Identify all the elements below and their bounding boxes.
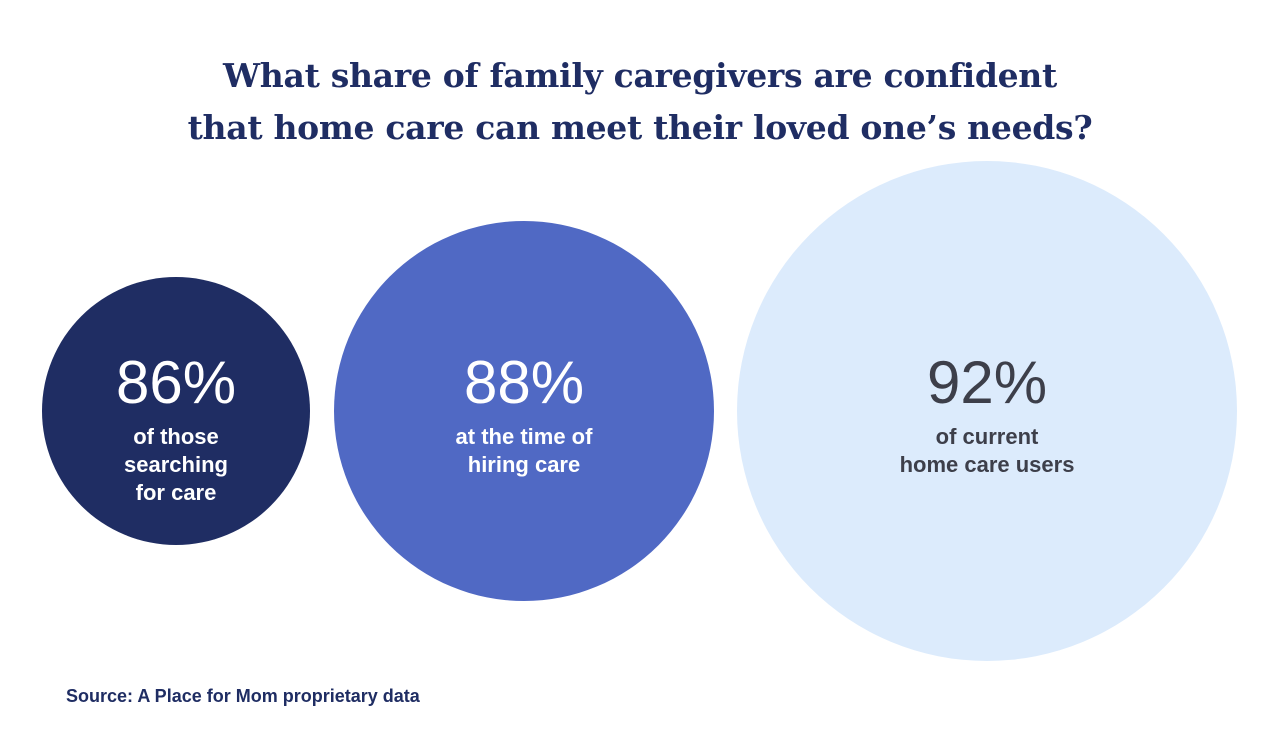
bubble-3-label-line-2: home care users [900, 452, 1075, 477]
bubble-1-label-line-1: of those [133, 424, 219, 449]
bubble-2 [334, 221, 714, 601]
bubble-1-value: 86% [116, 349, 236, 416]
bubble-2-value: 88% [464, 349, 584, 416]
bubble-3-label-line-1: of current [936, 424, 1039, 449]
bubble-3-value: 92% [927, 349, 1047, 416]
bubble-1-label-line-3: for care [136, 480, 217, 505]
bubble-2-label-line-1: at the time of [456, 424, 594, 449]
bubble-3 [737, 161, 1237, 661]
source-note: Source: A Place for Mom proprietary data [66, 686, 420, 706]
chart-title-line-1: What share of family caregivers are conf… [223, 56, 1057, 95]
bubble-1-label-line-2: searching [124, 452, 228, 477]
bubble-2-label-line-2: hiring care [468, 452, 580, 477]
chart-title-line-2: that home care can meet their loved one’… [187, 108, 1093, 147]
bubble-1 [42, 277, 310, 545]
